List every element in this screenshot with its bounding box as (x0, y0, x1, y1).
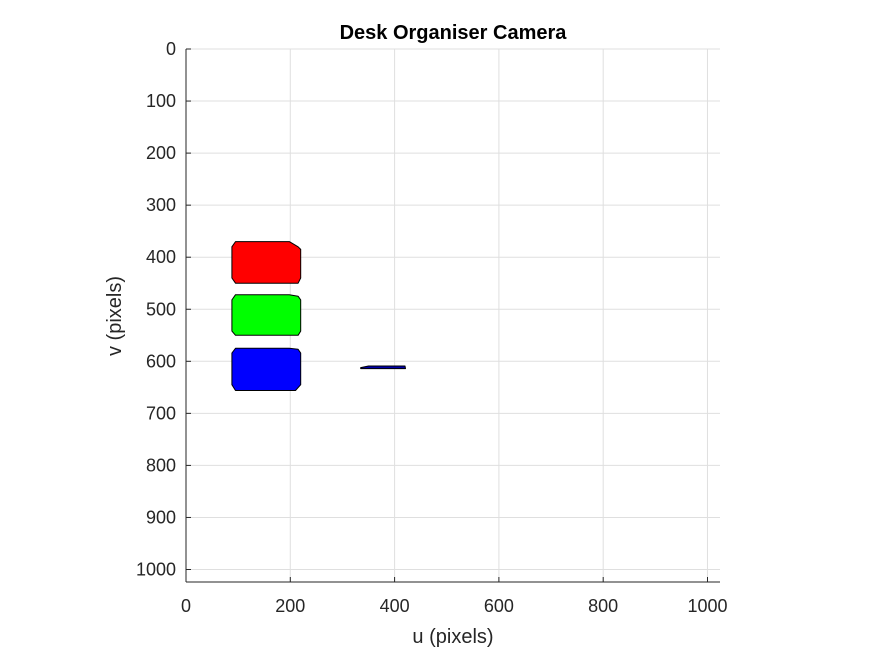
x-tick-label: 200 (275, 596, 305, 616)
thin-blue-object (360, 365, 406, 370)
x-axis-label: u (pixels) (412, 626, 493, 648)
blue-block (231, 347, 302, 391)
x-tick-label: 1000 (687, 596, 727, 616)
axis-layer (185, 49, 720, 583)
x-tick-label: 600 (484, 596, 514, 616)
y-tick-label: 600 (146, 351, 176, 371)
x-tick-label: 400 (380, 596, 410, 616)
red-block (231, 241, 302, 284)
x-tick-label: 800 (588, 596, 618, 616)
green-block (231, 294, 302, 336)
chart-title: Desk Organiser Camera (340, 22, 568, 44)
y-tick-label: 800 (146, 455, 176, 475)
y-tick-label: 300 (146, 195, 176, 215)
y-tick-label: 100 (146, 91, 176, 111)
y-axis-label: v (pixels) (104, 276, 126, 356)
y-tick-label: 500 (146, 299, 176, 319)
shape-layer (231, 241, 406, 391)
y-tick-label: 0 (166, 39, 176, 59)
y-tick-label: 900 (146, 507, 176, 527)
tick-layer: 0 200 400 600 800 100001002003004005006007008… (136, 39, 728, 616)
y-tick-label: 200 (146, 143, 176, 163)
x-tick-label: 0 (181, 596, 191, 616)
y-tick-label: 1000 (136, 560, 176, 580)
y-tick-label: 400 (146, 247, 176, 267)
y-tick-label: 700 (146, 403, 176, 423)
